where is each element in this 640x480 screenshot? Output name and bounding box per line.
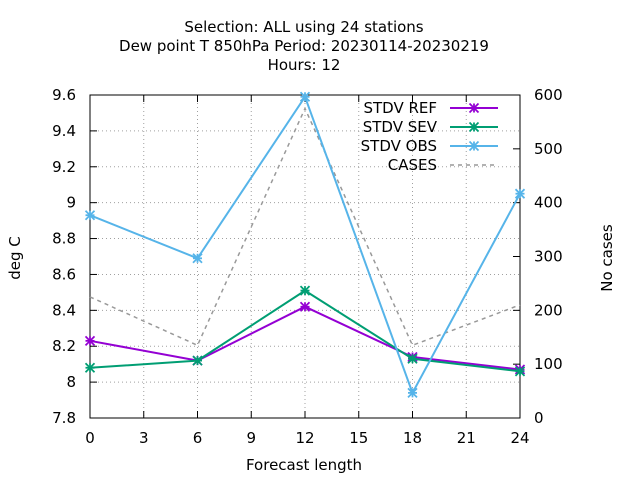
y-tick-label: 8.8 bbox=[52, 230, 76, 248]
y-tick-label: 9.4 bbox=[52, 122, 76, 140]
y2-axis-label: No cases bbox=[598, 224, 616, 292]
legend-label: STDV REF bbox=[363, 99, 437, 117]
legend-label: CASES bbox=[388, 156, 437, 174]
data-point bbox=[407, 353, 418, 364]
y-axis: 7.8 8 8.2 8.4 8.6 8.8 9 9.2 9.4 9.6 bbox=[52, 86, 97, 427]
x-axis-label: Forecast length bbox=[246, 456, 362, 474]
data-point bbox=[514, 366, 526, 377]
x-tick-label: 18 bbox=[403, 429, 422, 447]
title-line: Dew point T 850hPa Period: 20230114-2023… bbox=[119, 37, 489, 55]
data-point bbox=[84, 362, 96, 373]
series-line bbox=[89, 107, 521, 347]
x-tick-label: 21 bbox=[457, 429, 476, 447]
series-line bbox=[89, 305, 521, 371]
data-point bbox=[299, 301, 311, 312]
data-point bbox=[84, 335, 96, 346]
title-line: Hours: 12 bbox=[268, 56, 341, 74]
series-stdv-sev bbox=[84, 285, 526, 377]
x-tick-label: 3 bbox=[139, 429, 149, 447]
legend-label: STDV SEV bbox=[363, 118, 438, 136]
data-point bbox=[299, 91, 311, 102]
title-line: Selection: ALL using 24 stations bbox=[184, 18, 423, 36]
x-tick-label: 15 bbox=[349, 429, 368, 447]
y2-tick-label: 600 bbox=[534, 86, 563, 104]
legend-marker bbox=[468, 121, 480, 133]
y2-tick-label: 400 bbox=[534, 194, 563, 212]
y-tick-label: 8.4 bbox=[52, 301, 76, 319]
y2-tick-label: 0 bbox=[534, 409, 544, 427]
y2-tick-label: 300 bbox=[534, 248, 563, 266]
legend-marker bbox=[468, 102, 480, 114]
data-point bbox=[514, 188, 526, 199]
y-tick-label: 9.2 bbox=[52, 158, 76, 176]
x-tick-label: 12 bbox=[295, 429, 314, 447]
series-line bbox=[89, 95, 521, 394]
legend-marker bbox=[468, 140, 480, 152]
grid bbox=[90, 95, 520, 418]
data-point bbox=[192, 355, 203, 366]
x-tick-label: 6 bbox=[193, 429, 203, 447]
series-stdv-obs bbox=[84, 91, 526, 399]
x-axis: 0 3 6 9 12 15 18 21 24 bbox=[85, 95, 530, 447]
x-tick-label: 9 bbox=[246, 429, 256, 447]
y2-tick-label: 500 bbox=[534, 140, 563, 158]
y2-axis: 0 100 200 300 400 500 600 bbox=[513, 86, 563, 427]
x-tick-label: 24 bbox=[510, 429, 529, 447]
y-tick-label: 8 bbox=[66, 373, 76, 391]
y-axis-label: deg C bbox=[6, 236, 24, 280]
data-point bbox=[407, 387, 418, 399]
y-tick-label: 9.6 bbox=[52, 86, 76, 104]
data-point bbox=[192, 253, 203, 264]
data-point bbox=[84, 210, 96, 221]
legend-label: STDV OBS bbox=[361, 137, 437, 155]
y-tick-label: 8.6 bbox=[52, 265, 76, 283]
y-tick-label: 7.8 bbox=[52, 409, 76, 427]
y-tick-label: 9 bbox=[66, 194, 76, 212]
x-tick-label: 0 bbox=[85, 429, 95, 447]
y2-tick-label: 200 bbox=[534, 301, 563, 319]
series bbox=[84, 91, 526, 399]
y2-tick-label: 100 bbox=[534, 355, 563, 373]
data-point bbox=[299, 285, 311, 296]
y-tick-label: 8.2 bbox=[52, 337, 76, 355]
series-cases bbox=[89, 107, 521, 347]
